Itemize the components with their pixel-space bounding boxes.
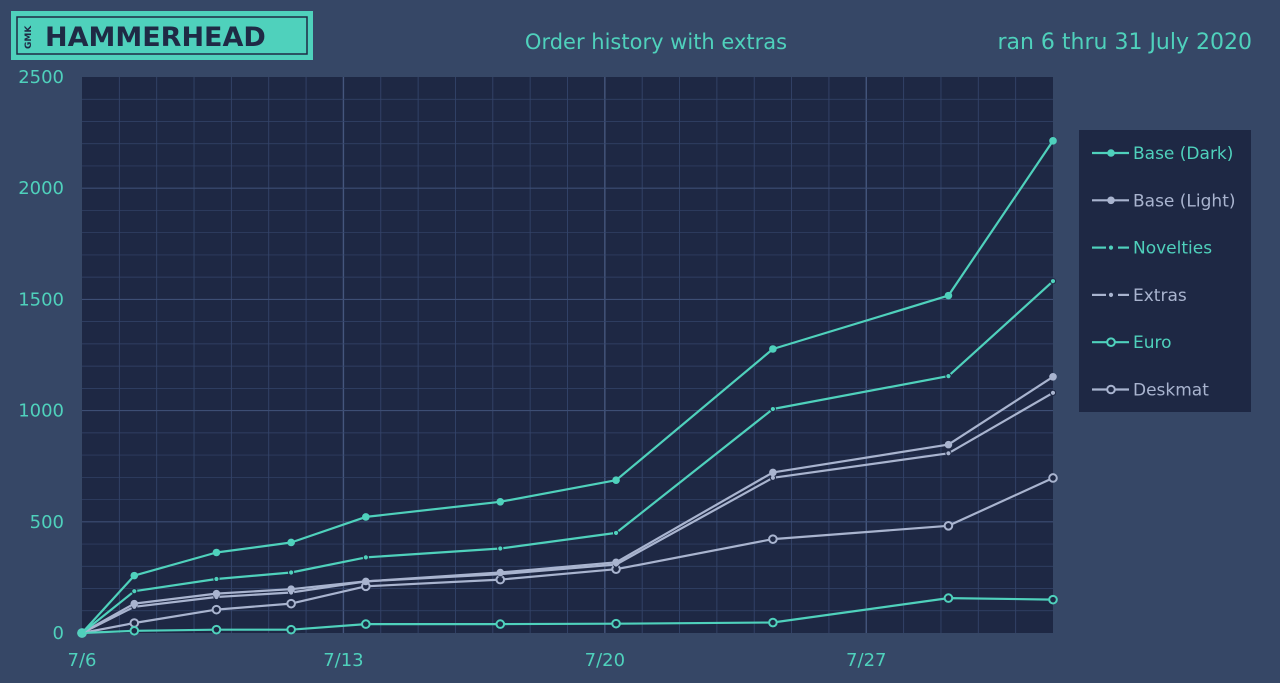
data-point xyxy=(612,558,620,567)
y-tick-label: 1000 xyxy=(18,401,64,422)
legend-entry: Euro xyxy=(1092,333,1172,353)
chart-title: Order history with extras xyxy=(525,30,787,54)
series xyxy=(77,137,1058,638)
y-tick-label: 2500 xyxy=(18,67,64,88)
legend-label: Base (Light) xyxy=(1133,191,1236,211)
data-point xyxy=(1048,473,1058,483)
legend-entry: Base (Dark) xyxy=(1092,144,1233,164)
y-tick-label: 2000 xyxy=(18,178,64,199)
grid xyxy=(82,77,1053,633)
data-point xyxy=(130,571,139,580)
logo-name: HAMMERHEAD xyxy=(45,22,266,53)
data-point xyxy=(1048,594,1058,605)
data-point xyxy=(1107,149,1115,157)
data-point xyxy=(612,529,620,537)
data-point xyxy=(1107,291,1115,298)
x-tick-label: 7/6 xyxy=(68,650,97,671)
data-point xyxy=(496,497,505,506)
data-point xyxy=(362,554,369,561)
legend-label: Base (Dark) xyxy=(1133,144,1233,164)
legend-entry: Deskmat xyxy=(1092,381,1209,401)
x-tick-label: 7/13 xyxy=(323,650,363,671)
legend-entry: Novelties xyxy=(1092,239,1212,259)
data-point xyxy=(212,548,221,557)
data-point xyxy=(769,468,777,477)
data-point xyxy=(361,619,371,629)
x-axis-ticks: 7/6 7/13 7/20 7/27 xyxy=(68,650,887,671)
data-point xyxy=(944,291,953,300)
data-point xyxy=(496,568,505,577)
data-point xyxy=(1107,244,1115,251)
data-point xyxy=(495,619,506,629)
data-point xyxy=(497,545,504,552)
legend-label: Deskmat xyxy=(1133,381,1209,401)
data-point xyxy=(945,373,952,380)
x-tick-label: 7/20 xyxy=(585,650,625,671)
data-point xyxy=(211,624,222,635)
data-point xyxy=(943,521,954,531)
data-point xyxy=(612,476,620,485)
logo-prefix: GMK xyxy=(24,25,34,49)
data-point xyxy=(1107,196,1115,205)
y-axis-ticks: 0 500 1000 1500 2000 2500 xyxy=(18,67,64,644)
series-euro xyxy=(77,593,1058,638)
data-point xyxy=(130,599,139,608)
series-line xyxy=(81,140,1054,634)
data-point xyxy=(131,588,138,595)
y-tick-label: 500 xyxy=(30,512,64,533)
data-point xyxy=(769,345,777,353)
data-point xyxy=(287,585,295,593)
data-point xyxy=(768,617,778,628)
data-point xyxy=(768,534,778,544)
data-point xyxy=(362,577,370,586)
series-line xyxy=(81,280,1054,634)
data-point xyxy=(287,538,295,547)
data-point xyxy=(288,569,295,576)
legend-label: Euro xyxy=(1133,333,1172,353)
legend-entry: Base (Light) xyxy=(1092,191,1236,211)
data-point xyxy=(1106,384,1116,395)
data-point xyxy=(212,589,221,598)
data-point xyxy=(1106,337,1116,348)
x-tick-label: 7/27 xyxy=(846,650,886,671)
data-point xyxy=(769,405,777,413)
series-line xyxy=(81,375,1054,634)
data-point xyxy=(1049,137,1057,145)
data-point xyxy=(129,625,140,636)
data-point xyxy=(213,575,220,583)
data-point xyxy=(1049,372,1057,381)
series-base-dark xyxy=(78,137,1057,637)
data-point xyxy=(211,604,222,615)
data-point xyxy=(943,593,954,603)
data-point xyxy=(611,618,621,629)
data-point xyxy=(944,440,953,449)
data-point xyxy=(286,624,296,635)
data-point xyxy=(945,450,952,457)
series-line xyxy=(81,476,1054,635)
data-point xyxy=(286,598,296,609)
data-point xyxy=(78,629,86,637)
chart-subtitle: ran 6 thru 31 July 2020 xyxy=(997,30,1252,55)
logo: GMK HAMMERHEAD xyxy=(11,11,313,60)
data-point xyxy=(129,618,140,628)
series-line xyxy=(81,596,1054,635)
data-point xyxy=(1049,389,1057,396)
y-tick-label: 0 xyxy=(53,623,64,644)
legend-entry: Extras xyxy=(1092,286,1187,306)
legend-label: Extras xyxy=(1133,286,1187,306)
legend-label: Novelties xyxy=(1133,239,1212,259)
series-base-light xyxy=(78,372,1057,637)
data-point xyxy=(1049,278,1057,285)
y-tick-label: 1500 xyxy=(18,289,64,310)
legend-box xyxy=(1079,130,1251,412)
legend: Base (Dark) Base (Light) Novelties Extras Eu… xyxy=(1092,144,1236,401)
data-point xyxy=(362,513,370,521)
